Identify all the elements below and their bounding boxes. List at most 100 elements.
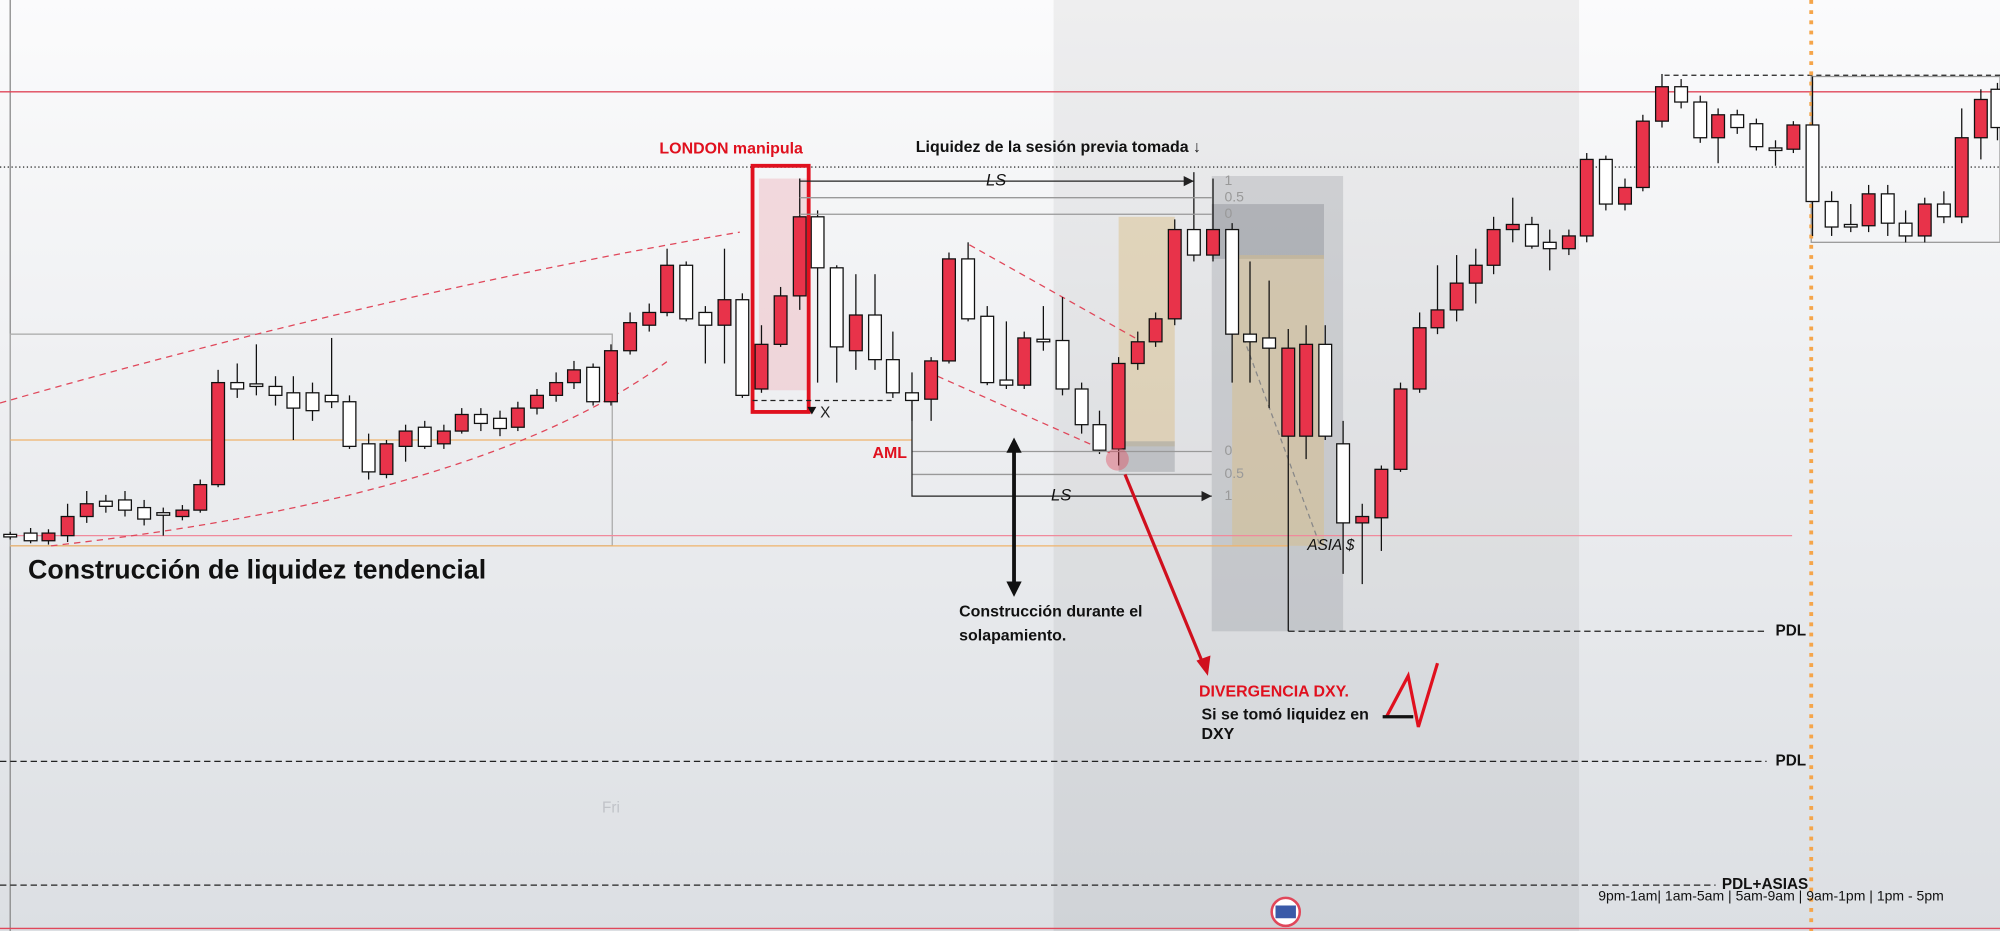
arrow [1201,491,1212,502]
candle-body [1393,388,1408,470]
arrow-head [1196,655,1211,676]
candle-body [23,532,38,542]
candle-body [1579,158,1594,237]
candle-body [454,413,469,432]
candle-body [867,314,883,361]
candle-body [268,385,283,396]
candle-body [1092,424,1107,451]
day-label: Fri [602,800,620,817]
session-shade [1053,0,1580,931]
candle-body [211,381,226,486]
candle-body [230,381,245,390]
candles [3,73,2000,632]
candle-body [1205,228,1221,256]
candle-body [1374,468,1389,519]
annotation: DXY [1202,726,1235,743]
candle-body [3,533,18,538]
candle-body [924,360,939,400]
pdl-label: PDL+ASIAS [1722,876,1808,893]
title: Construcción de liquidez tendencial [28,554,486,584]
arrow [1183,175,1194,187]
candle-body [754,343,769,390]
candle-body [679,264,694,320]
candle-body [1917,203,1932,237]
candle-body [1130,341,1145,365]
candle-body [1990,88,2000,129]
london-box [750,163,811,414]
candle-body [717,299,732,326]
candle-body [961,258,976,320]
candle-body [829,267,844,348]
candle-body [305,392,320,412]
pdl-label: PDL [1776,622,1807,639]
fib-label: 1 [1224,487,1232,503]
candle-body [156,512,171,516]
fib-label: 0 [1224,205,1232,221]
candle-body [492,417,508,430]
candle-body [1036,338,1051,343]
candle-body [286,392,301,409]
trend-line [969,244,1136,339]
ls-label: LS [1051,485,1071,504]
candle-body [941,258,956,362]
candle-body [1225,228,1240,335]
annotation: Construcción durante el [959,603,1142,620]
zone-box [1118,441,1175,472]
candle-body [1936,203,1951,218]
candle-body [1786,124,1801,150]
candle-body [1486,228,1501,266]
candle-body [1262,337,1277,349]
trend-line [1243,337,1321,547]
arrow [1123,473,1205,664]
candle-body [566,369,581,384]
candle-body [1468,264,1483,284]
candle-body [642,311,657,326]
trend-line [937,375,1110,454]
candle-body [379,443,394,476]
candle-body [1449,282,1464,311]
candle-body [1524,223,1539,247]
candle-body [980,315,995,384]
candle-body [1355,515,1370,524]
trend-line [0,231,740,404]
marker [807,406,817,415]
candle-body [324,394,339,403]
annotation: solapamiento. [959,628,1066,645]
candle-body [1542,241,1557,250]
zone-box [1118,216,1175,447]
candle-body [193,483,208,511]
candle-body [1954,137,1969,218]
fib-label: 0.5 [1224,188,1244,204]
fib-label: 0.5 [1224,465,1244,481]
candle-body [1805,124,1820,203]
candle-body [735,299,750,396]
candle-body [60,515,75,537]
candle-body [1654,86,1670,122]
candle-body [1242,333,1258,343]
candle-body [510,407,525,428]
annotation: Liquidez de la sesión previa tomada ↓ [916,139,1201,156]
candle-body [175,509,190,518]
annotation: AML [872,445,907,462]
candle-body [417,426,432,448]
candle-body [137,506,152,520]
candle-body [586,366,601,403]
annotation: DIVERGENCIA DXY. [1199,684,1349,701]
candle-body [1617,186,1633,205]
candle-body [342,401,357,448]
marker-label: X [820,404,830,421]
candle-body [1693,101,1708,139]
pdl-label: PDL [1776,752,1807,769]
candle-body [1055,339,1070,390]
trend-line [50,359,671,547]
candle-body [1148,318,1163,343]
highlight [1105,447,1129,471]
ls-label: LS [986,170,1006,189]
candle-body [1017,337,1032,386]
candle-body [904,392,920,402]
candle-body [1880,193,1895,224]
candle-body [698,311,713,326]
fib-label: 0 [1224,442,1232,458]
